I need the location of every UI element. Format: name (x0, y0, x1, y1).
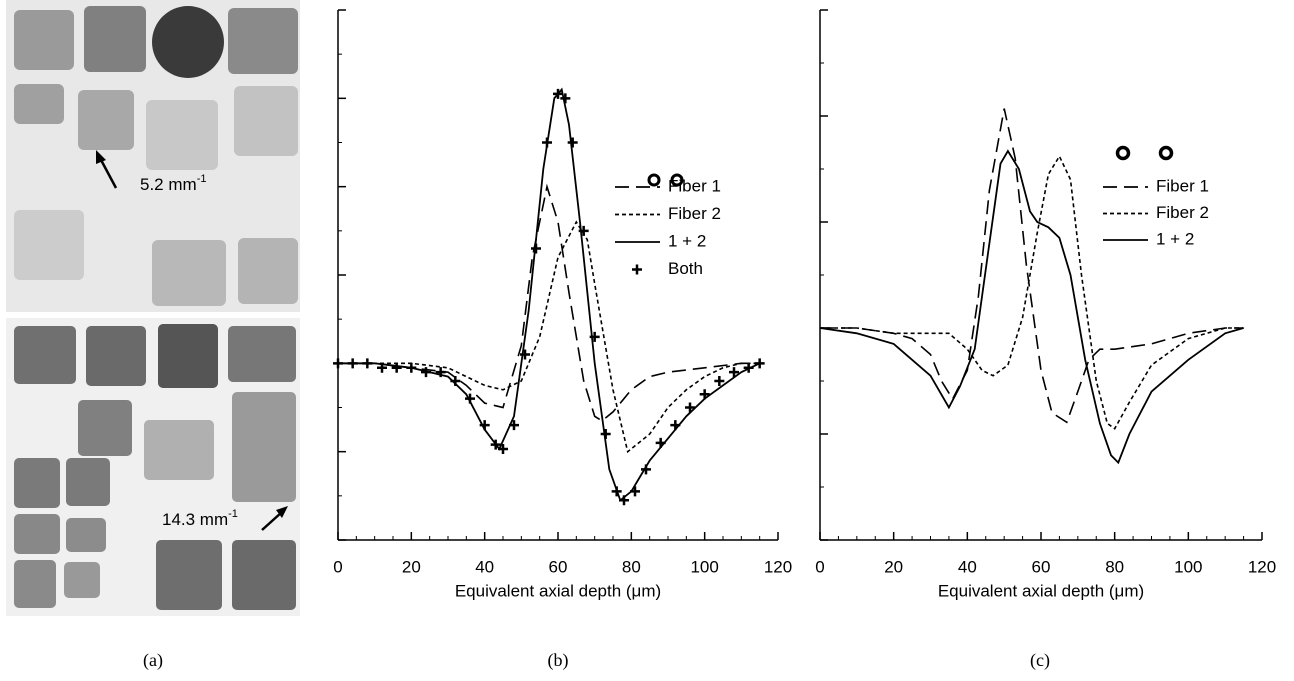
marker (670, 420, 681, 431)
x-tick-label: 80 (622, 557, 641, 576)
marker (498, 444, 508, 455)
marker (347, 358, 358, 369)
annotation: 14.3 mm-1 (162, 508, 238, 530)
marker (542, 137, 552, 148)
x-tick-label: 120 (764, 557, 792, 576)
marker (435, 367, 446, 378)
legend-label: Both (668, 259, 703, 278)
marker (743, 362, 754, 373)
marker (641, 464, 651, 475)
x-tick-label: 100 (690, 557, 718, 576)
marker (714, 376, 725, 386)
legend-symbol (647, 145, 1174, 187)
microscope-image: 5.2 mm-1 14.3 mm-1 (6, 0, 300, 616)
x-tick-label: 20 (402, 557, 421, 576)
x-tick-label: 20 (884, 557, 903, 576)
panel-label: (c) (1030, 650, 1050, 671)
x-tick-label: 60 (1032, 557, 1051, 576)
marker (754, 358, 765, 369)
marker (377, 362, 387, 373)
marker (531, 243, 541, 254)
marker (685, 402, 695, 413)
legend-label: Fiber 2 (668, 204, 721, 223)
marker (578, 225, 589, 236)
marker (630, 486, 640, 497)
panel-label: (a) (143, 650, 163, 671)
legend-label: 1 + 2 (668, 231, 706, 250)
marker (479, 420, 490, 431)
series-line (338, 220, 760, 454)
marker (560, 93, 571, 104)
marker (619, 495, 629, 506)
legend-label: Fiber 1 (1156, 176, 1209, 195)
x-tick-label: 40 (958, 557, 977, 576)
marker (406, 362, 417, 373)
x-tick-label: 100 (1174, 557, 1202, 576)
annotation-sup: -1 (197, 173, 207, 185)
annotation-text: 5.2 mm (140, 175, 197, 194)
annotation: 5.2 mm-1 (140, 173, 206, 195)
marker (611, 486, 622, 497)
marker (490, 439, 501, 450)
marker (553, 88, 563, 99)
marker (699, 389, 710, 400)
marker (391, 362, 402, 373)
marker (729, 367, 739, 378)
series-line (338, 183, 760, 422)
legend-marker (632, 264, 642, 275)
marker (509, 420, 519, 431)
series-line (820, 154, 1244, 430)
x-tick-label: 40 (475, 557, 494, 576)
panel-label: (b) (548, 650, 569, 671)
series-line (338, 87, 761, 502)
series-line (819, 149, 1244, 465)
series-line (820, 108, 1244, 424)
x-axis-label: Equivalent axial depth (μm) (455, 581, 661, 600)
marker (655, 437, 666, 448)
x-tick-label: 0 (815, 557, 824, 576)
marker (450, 376, 461, 386)
marker (600, 429, 611, 439)
marker (465, 393, 475, 404)
x-tick-label: 60 (549, 557, 568, 576)
legend-label: Fiber 2 (1156, 203, 1209, 222)
x-axis-label: Equivalent axial depth (μm) (938, 581, 1144, 600)
legend-label: 1 + 2 (1156, 229, 1194, 248)
annotation-text: 14.3 mm (162, 510, 228, 529)
x-tick-label: 120 (1248, 557, 1276, 576)
annotation-sup: -1 (228, 508, 238, 520)
legend-label: Fiber 1 (668, 176, 721, 195)
marker (362, 358, 373, 369)
marker (589, 331, 600, 342)
marker (520, 349, 530, 360)
x-tick-label: 80 (1105, 557, 1124, 576)
marker (333, 358, 343, 369)
marker (421, 367, 431, 378)
marker (567, 137, 578, 148)
x-tick-label: 0 (333, 557, 342, 576)
